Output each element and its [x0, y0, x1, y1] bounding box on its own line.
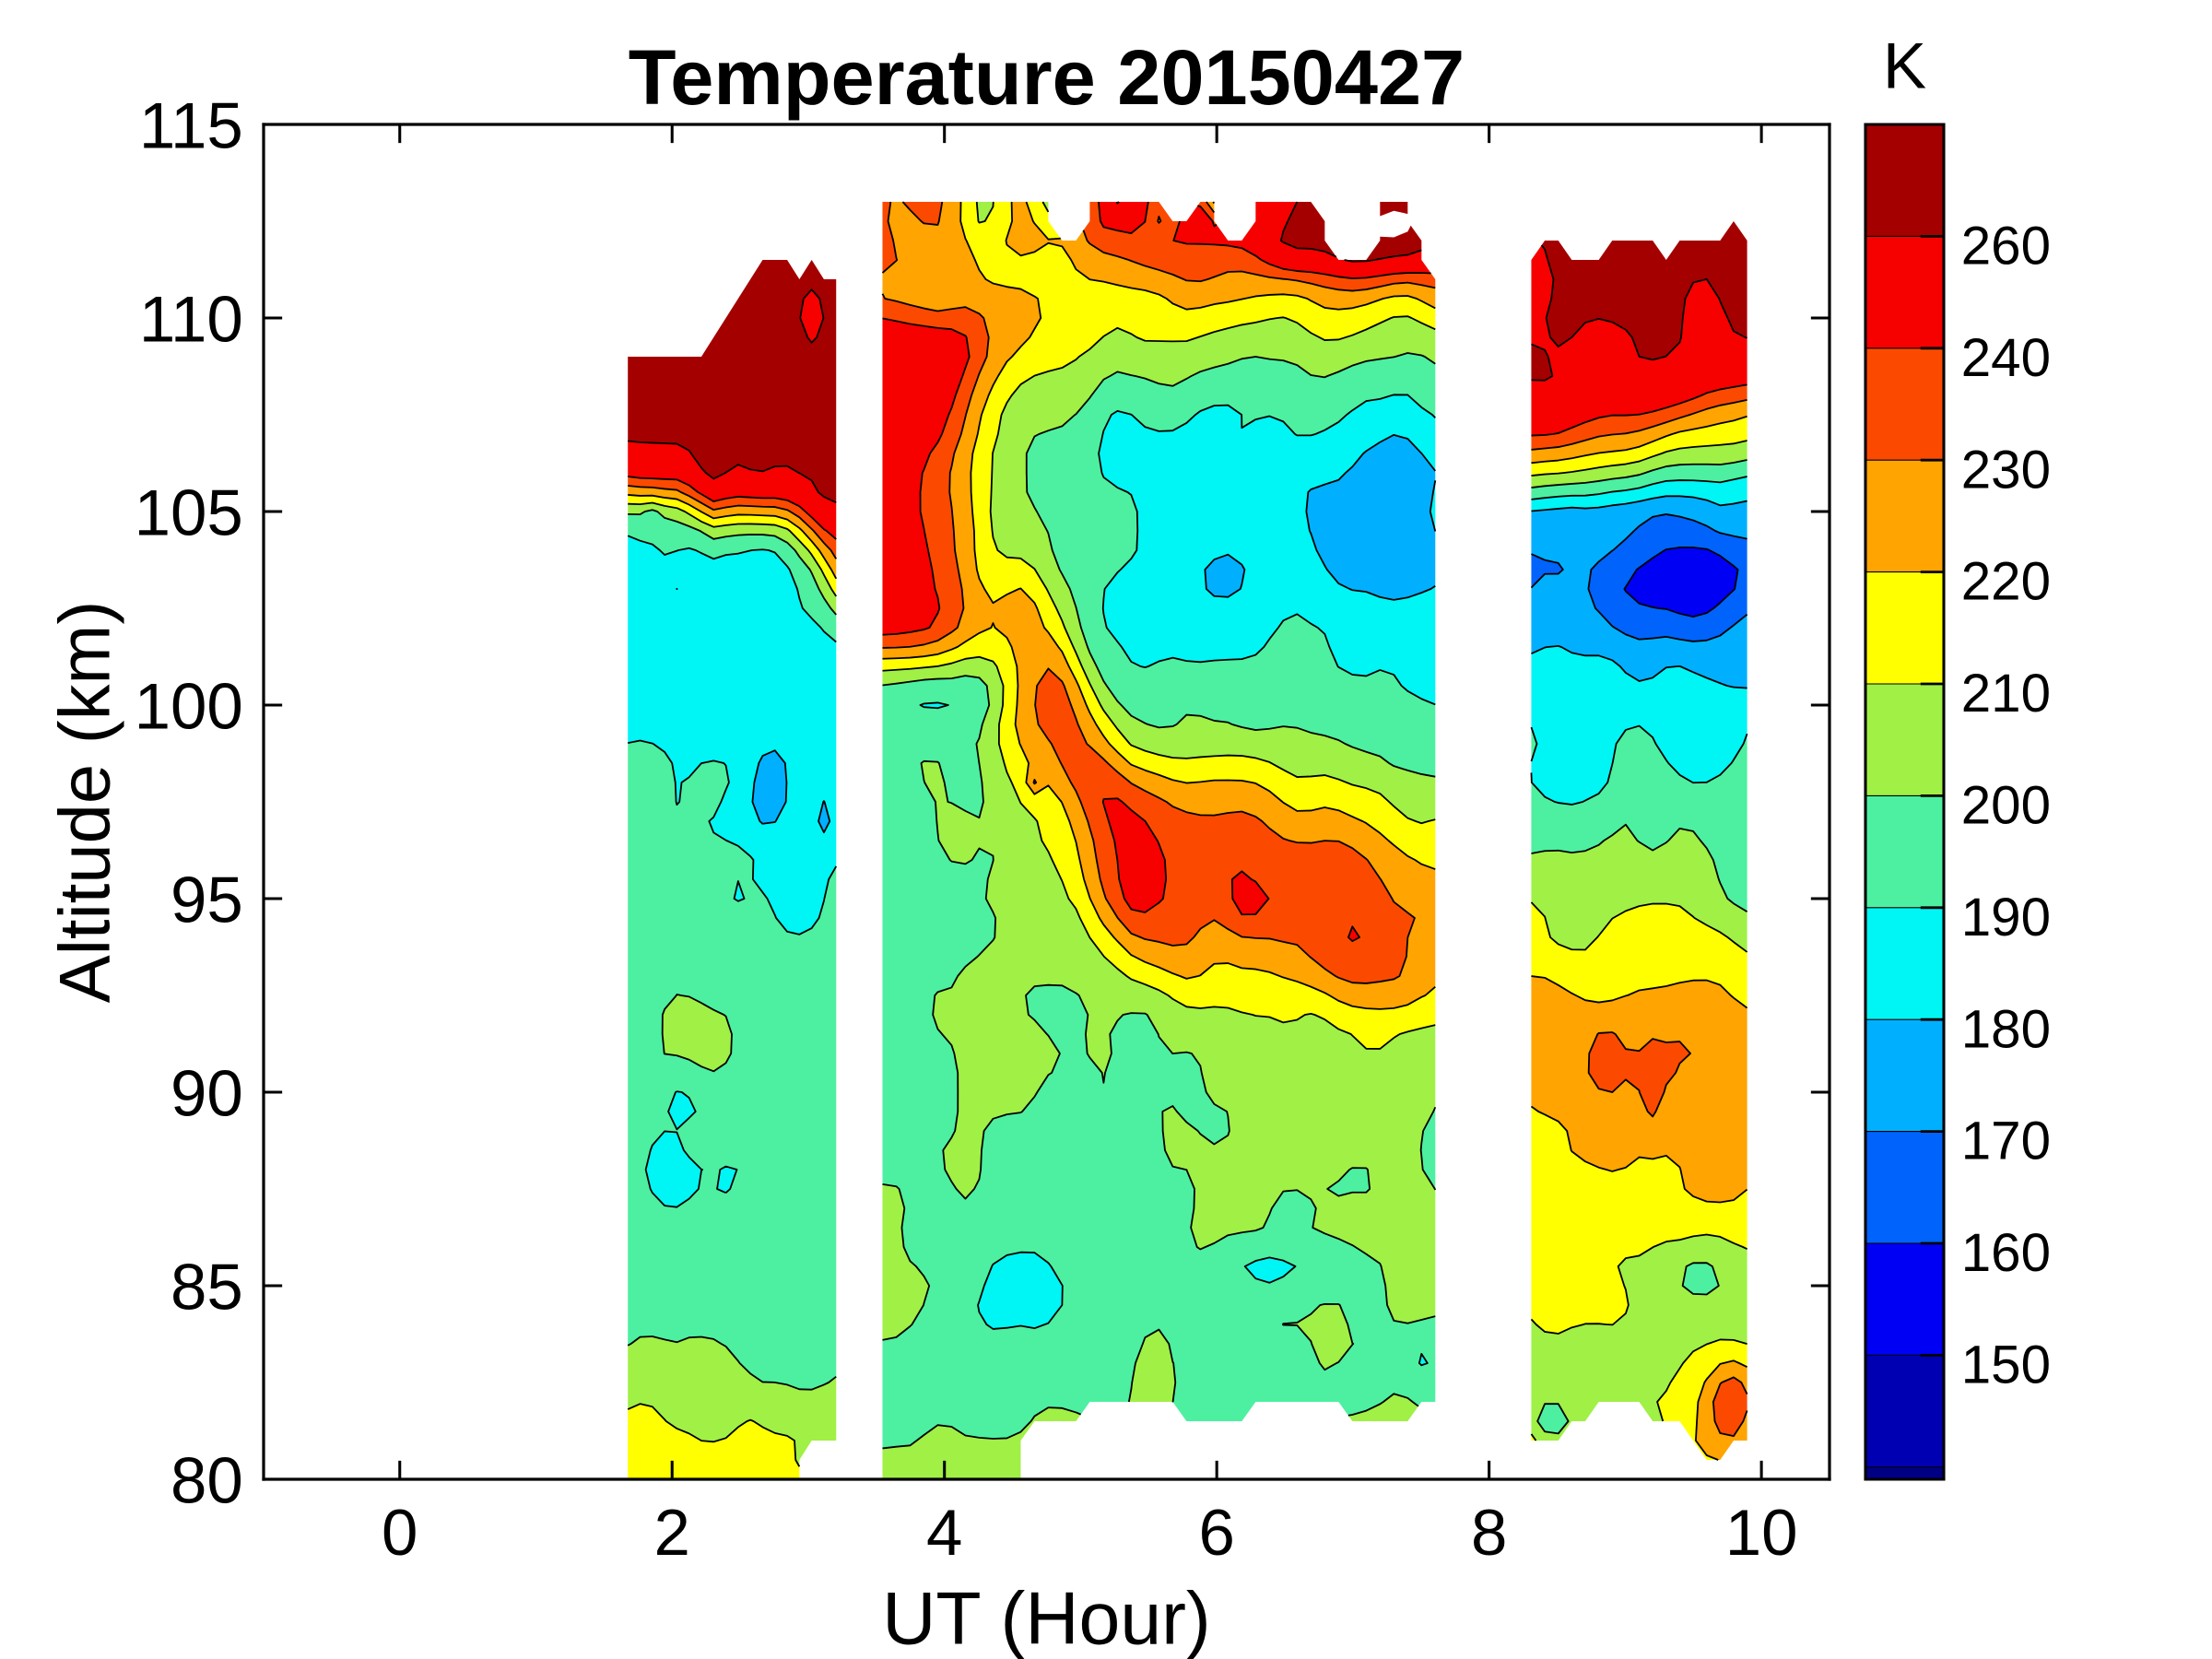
svg-text:K: K	[1883, 29, 1926, 102]
svg-text:180: 180	[1961, 999, 2051, 1059]
svg-text:85: 85	[171, 1252, 243, 1324]
svg-text:4: 4	[926, 1497, 962, 1570]
svg-text:150: 150	[1961, 1335, 2051, 1394]
svg-text:220: 220	[1961, 552, 2051, 612]
svg-text:UT (Hour): UT (Hour)	[882, 1578, 1211, 1659]
svg-text:260: 260	[1961, 216, 2051, 276]
svg-text:170: 170	[1961, 1112, 2051, 1171]
svg-text:6: 6	[1198, 1497, 1234, 1570]
svg-text:110: 110	[139, 284, 243, 357]
svg-text:240: 240	[1961, 328, 2051, 388]
svg-text:190: 190	[1961, 888, 2051, 947]
svg-text:210: 210	[1961, 664, 2051, 724]
svg-text:8: 8	[1471, 1497, 1507, 1570]
svg-text:95: 95	[171, 865, 243, 937]
svg-text:200: 200	[1961, 775, 2051, 835]
svg-text:90: 90	[171, 1058, 243, 1131]
svg-text:Altitude (km): Altitude (km)	[45, 601, 124, 1003]
svg-text:100: 100	[135, 671, 243, 744]
svg-text:105: 105	[135, 477, 243, 550]
svg-text:80: 80	[171, 1445, 243, 1518]
svg-text:2: 2	[654, 1497, 690, 1570]
svg-text:230: 230	[1961, 440, 2051, 500]
svg-text:10: 10	[1725, 1497, 1798, 1570]
svg-text:Temperature 20150427: Temperature 20150427	[629, 33, 1465, 121]
svg-text:160: 160	[1961, 1223, 2051, 1283]
svg-text:0: 0	[382, 1497, 418, 1570]
svg-text:115: 115	[139, 90, 243, 163]
